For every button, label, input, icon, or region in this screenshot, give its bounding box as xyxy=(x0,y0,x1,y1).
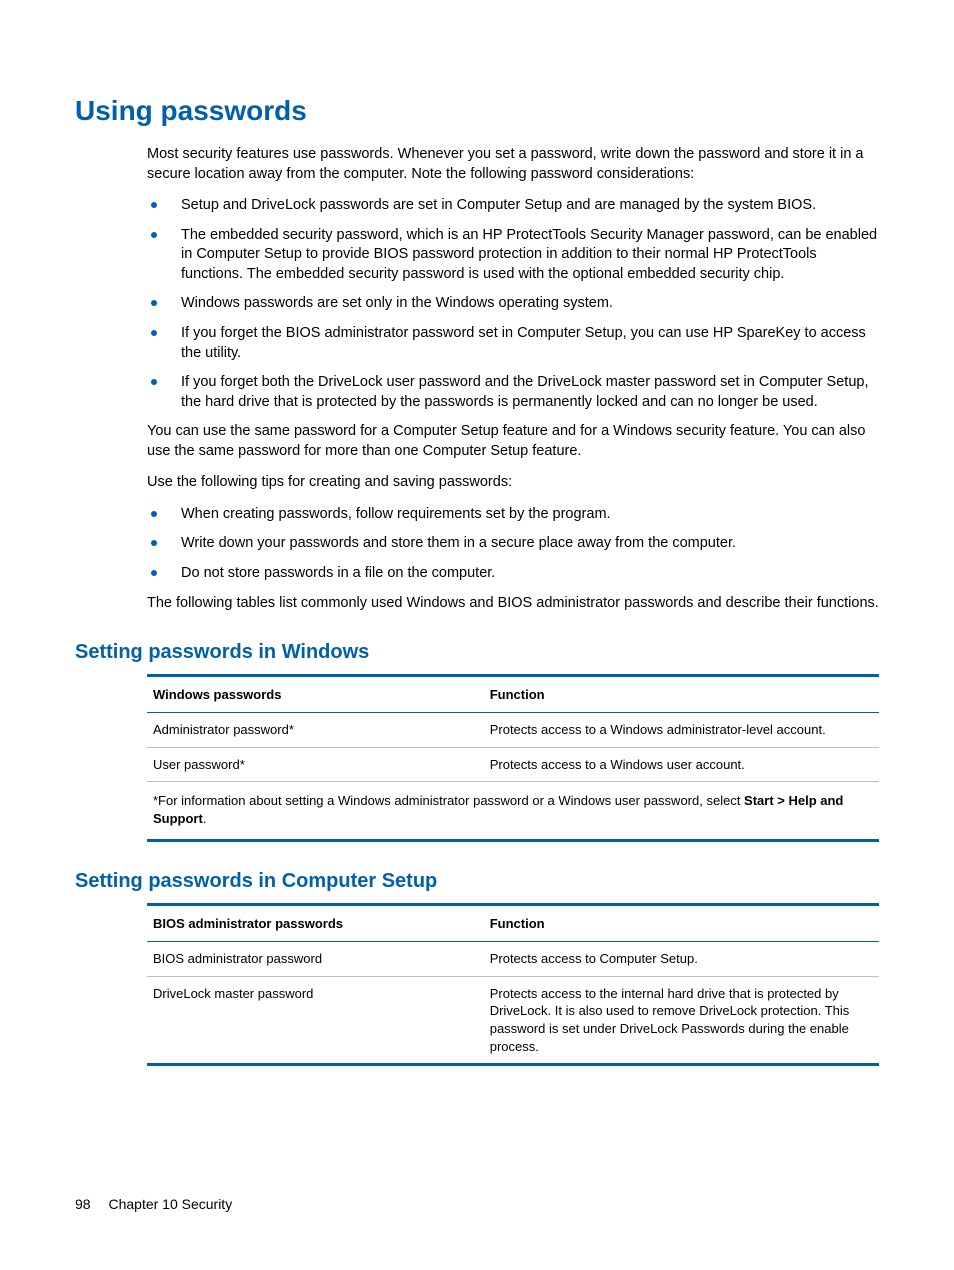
table-cell: Protects access to the internal hard dri… xyxy=(484,976,879,1064)
list-item: When creating passwords, follow requirem… xyxy=(147,505,879,525)
table-footnote-row: *For information about setting a Windows… xyxy=(147,782,879,841)
list-item: If you forget the BIOS administrator pas… xyxy=(147,324,879,363)
list-item: Setup and DriveLock passwords are set in… xyxy=(147,196,879,216)
considerations-list: Setup and DriveLock passwords are set in… xyxy=(147,196,879,412)
section-heading-windows: Setting passwords in Windows xyxy=(75,641,879,664)
list-item: Do not store passwords in a file on the … xyxy=(147,564,879,584)
windows-passwords-table: Windows passwords Function Administrator… xyxy=(147,674,879,842)
table-cell: Protects access to a Windows user accoun… xyxy=(484,747,879,782)
section-heading-computer-setup: Setting passwords in Computer Setup xyxy=(75,870,879,893)
table-header-row: BIOS administrator passwords Function xyxy=(147,905,879,942)
page-footer: 98 Chapter 10 Security xyxy=(75,1196,232,1212)
footnote-suffix: . xyxy=(203,811,207,826)
list-item: If you forget both the DriveLock user pa… xyxy=(147,373,879,412)
list-item: Windows passwords are set only in the Wi… xyxy=(147,294,879,314)
paragraph: Use the following tips for creating and … xyxy=(147,473,879,493)
table-header: Function xyxy=(484,905,879,942)
paragraph: The following tables list commonly used … xyxy=(147,594,879,614)
page-number: 98 xyxy=(75,1196,91,1212)
table-cell: Administrator password* xyxy=(147,713,484,748)
cs-table-block: BIOS administrator passwords Function BI… xyxy=(147,903,879,1066)
paragraph: You can use the same password for a Comp… xyxy=(147,422,879,461)
table-row: DriveLock master password Protects acces… xyxy=(147,976,879,1064)
table-row: BIOS administrator password Protects acc… xyxy=(147,942,879,977)
tips-list: When creating passwords, follow requirem… xyxy=(147,505,879,584)
table-cell: Protects access to Computer Setup. xyxy=(484,942,879,977)
body-block: Most security features use passwords. Wh… xyxy=(147,145,879,613)
list-item: The embedded security password, which is… xyxy=(147,226,879,285)
document-page: Using passwords Most security features u… xyxy=(0,0,954,1066)
footnote-text: *For information about setting a Windows… xyxy=(153,793,744,808)
table-row: User password* Protects access to a Wind… xyxy=(147,747,879,782)
list-item: Write down your passwords and store them… xyxy=(147,534,879,554)
table-cell: BIOS administrator password xyxy=(147,942,484,977)
intro-paragraph: Most security features use passwords. Wh… xyxy=(147,145,879,184)
table-header: Function xyxy=(484,676,879,713)
table-header: BIOS administrator passwords xyxy=(147,905,484,942)
table-header-row: Windows passwords Function xyxy=(147,676,879,713)
chapter-label: Chapter 10 Security xyxy=(108,1196,232,1212)
table-cell: DriveLock master password xyxy=(147,976,484,1064)
table-cell: User password* xyxy=(147,747,484,782)
table-header: Windows passwords xyxy=(147,676,484,713)
table-row: Administrator password* Protects access … xyxy=(147,713,879,748)
page-heading: Using passwords xyxy=(75,95,879,127)
windows-table-block: Windows passwords Function Administrator… xyxy=(147,674,879,842)
bios-passwords-table: BIOS administrator passwords Function BI… xyxy=(147,903,879,1066)
table-cell: Protects access to a Windows administrat… xyxy=(484,713,879,748)
table-footnote: *For information about setting a Windows… xyxy=(147,782,879,841)
